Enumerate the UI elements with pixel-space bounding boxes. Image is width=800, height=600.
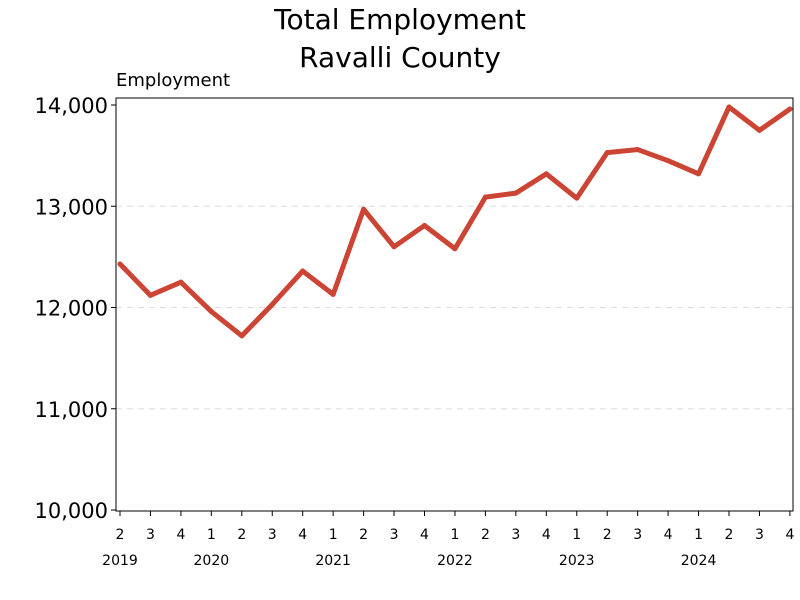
data-point	[178, 279, 184, 285]
x-tick-label: 3	[755, 527, 764, 543]
y-tick-label: 10,000	[35, 499, 108, 523]
y-tick-label: 12,000	[35, 297, 108, 321]
data-point	[482, 194, 488, 200]
data-point	[361, 206, 367, 212]
data-point	[422, 222, 427, 228]
x-year-label: 2023	[559, 553, 595, 569]
x-tick-label: 4	[542, 527, 551, 543]
x-year-label: 2019	[102, 553, 138, 569]
y-tick-label: 11,000	[35, 398, 108, 422]
x-axis: 2 3 4 1 2 3 4 1 2 3 4 1 2 3 4 1 2 3 4 1 2 3 4 2019 2020 2021 2022 2…	[102, 511, 794, 569]
data-point	[239, 333, 245, 339]
series-line	[117, 104, 793, 339]
x-year-label: 2021	[315, 553, 351, 569]
x-tick-label: 2	[359, 527, 368, 543]
x-year-label: 2020	[194, 553, 230, 569]
x-tick-label: 3	[633, 527, 642, 543]
data-point	[330, 291, 336, 297]
gridlines	[116, 205, 793, 410]
x-tick-label: 3	[390, 527, 399, 543]
x-tick-label: 4	[420, 527, 429, 543]
data-point	[787, 106, 793, 112]
chart-subtitle: Ravalli County	[299, 41, 501, 74]
data-point	[574, 195, 580, 201]
data-point	[726, 104, 732, 110]
data-point	[696, 171, 702, 177]
data-point	[452, 246, 458, 252]
x-tick-label: 1	[694, 527, 703, 543]
x-tick-label: 1	[572, 527, 581, 543]
x-tick-label: 2	[603, 527, 612, 543]
x-tick-label: 3	[511, 527, 520, 543]
x-tick-label: 1	[207, 527, 216, 543]
data-point	[269, 301, 275, 307]
x-tick-label: 1	[450, 527, 459, 543]
data-point	[208, 309, 214, 315]
series-layer	[117, 104, 793, 339]
data-point	[391, 244, 397, 250]
x-tick-label: 4	[664, 527, 673, 543]
y-axis: 10,000 11,000 12,000 13,000 14,000	[35, 94, 116, 523]
x-year-label: 2024	[681, 553, 717, 569]
data-point	[635, 147, 641, 153]
plot-frame	[115, 97, 794, 512]
y-tick-label: 13,000	[35, 195, 108, 219]
data-point	[300, 268, 306, 274]
x-tick-label: 2	[725, 527, 734, 543]
data-point	[543, 171, 549, 177]
x-tick-label: 2	[481, 527, 490, 543]
x-tick-label: 2	[237, 527, 246, 543]
y-axis-label: Employment	[116, 70, 230, 91]
x-tick-label: 4	[785, 527, 794, 543]
chart-title: Total Employment	[274, 3, 526, 36]
x-tick-label: 3	[146, 527, 155, 543]
data-point	[756, 127, 762, 133]
x-tick-label: 1	[329, 527, 338, 543]
x-year-label: 2022	[437, 553, 473, 569]
data-point	[117, 261, 123, 267]
data-point	[513, 190, 519, 196]
data-point	[665, 158, 671, 164]
x-tick-label: 2	[116, 527, 125, 543]
data-point	[147, 292, 153, 298]
y-tick-label: 14,000	[35, 94, 108, 118]
x-tick-label: 4	[176, 527, 185, 543]
x-tick-label: 4	[298, 527, 307, 543]
x-tick-label: 3	[268, 527, 277, 543]
data-point	[604, 150, 610, 156]
